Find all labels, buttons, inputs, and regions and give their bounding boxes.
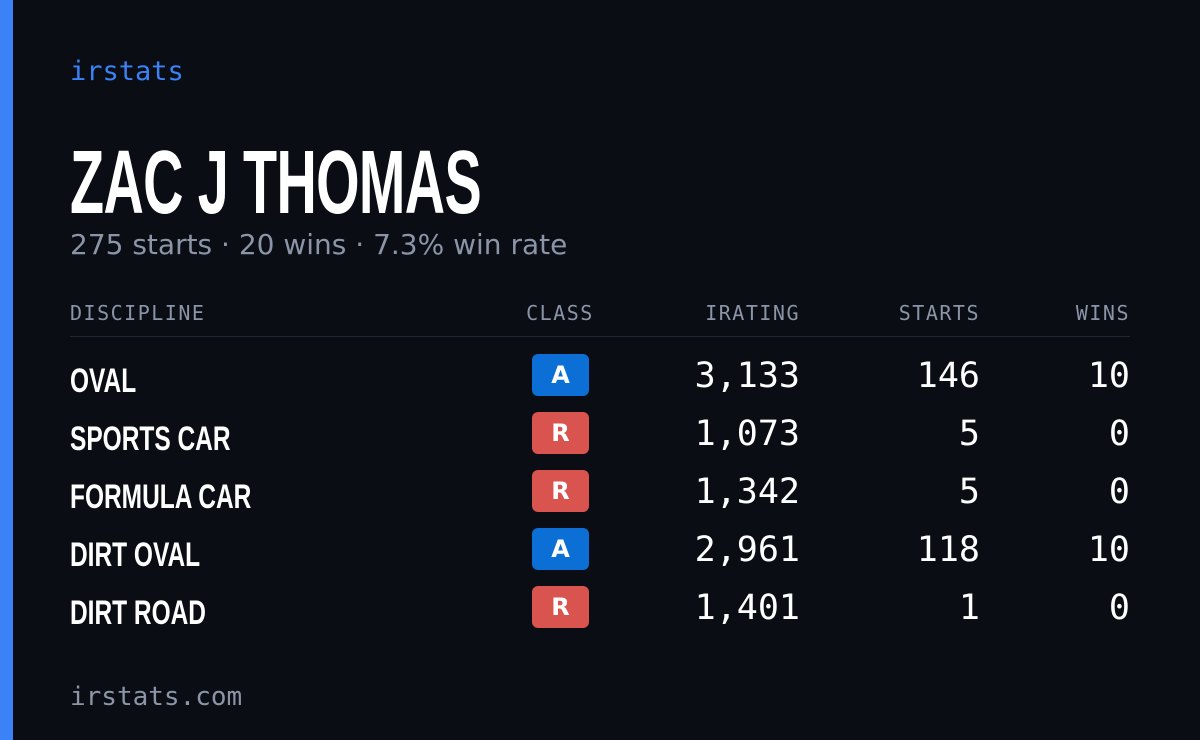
class-badge: A — [532, 528, 589, 570]
irating: 1,401 — [694, 588, 800, 628]
discipline: DIRT ROAD — [70, 594, 207, 632]
wins: 10 — [1087, 530, 1130, 570]
footer: irstats.com — [70, 682, 243, 712]
irating: 3,133 — [694, 356, 800, 396]
starts: 5 — [958, 414, 980, 454]
irating: 1,342 — [694, 472, 800, 512]
wins: 0 — [1108, 472, 1130, 512]
column-header: DISCIPLINE — [70, 301, 206, 325]
irating: 2,961 — [694, 530, 800, 570]
discipline: DIRT OVAL — [70, 536, 201, 574]
starts: 146 — [916, 356, 980, 396]
class-badge: R — [532, 470, 589, 512]
driver-summary: 275 starts · 20 wins · 7.3% win rate — [70, 228, 568, 261]
column-header: STARTS — [898, 301, 980, 325]
class-badge: R — [532, 586, 589, 628]
starts: 5 — [958, 472, 980, 512]
starts: 118 — [916, 530, 980, 570]
discipline: SPORTS CAR — [70, 420, 231, 458]
column-header: WINS — [1075, 301, 1130, 325]
column-header: CLASS — [526, 301, 594, 325]
class-badge: R — [532, 412, 589, 454]
brand: irstats — [70, 56, 184, 87]
class-badge: A — [532, 354, 589, 396]
driver-name: ZAC J THOMAS — [70, 133, 482, 233]
wins: 0 — [1108, 588, 1130, 628]
column-header: IRATING — [705, 301, 800, 325]
irating: 1,073 — [694, 414, 800, 454]
accent-bar — [0, 0, 13, 740]
discipline: FORMULA CAR — [70, 478, 252, 516]
wins: 10 — [1087, 356, 1130, 396]
starts: 1 — [958, 588, 980, 628]
divider — [70, 336, 1130, 337]
wins: 0 — [1108, 414, 1130, 454]
discipline: OVAL — [70, 362, 137, 400]
